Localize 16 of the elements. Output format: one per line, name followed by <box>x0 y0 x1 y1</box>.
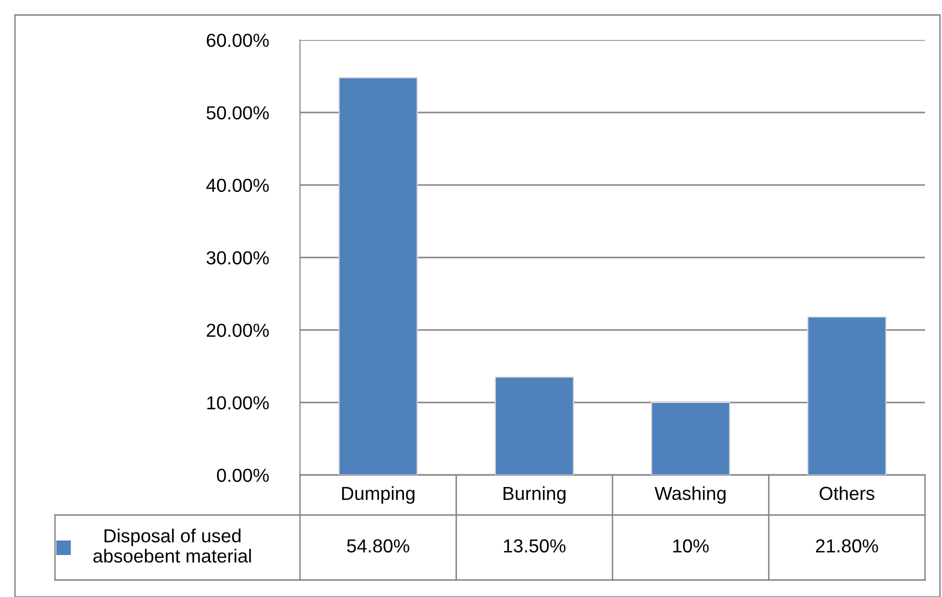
x-tick-label: Burning <box>504 486 566 504</box>
y-tick-label: 50.00% <box>206 106 269 120</box>
data-label: 13.50% <box>504 539 566 553</box>
y-tick-label: 40.00% <box>206 178 269 192</box>
y-tick-label: 30.00% <box>206 251 269 264</box>
legend-label: Disposal of used absoebent material <box>93 528 251 563</box>
data-label: 10% <box>673 539 709 553</box>
y-tick-label: 60.00% <box>206 34 269 47</box>
data-label: 21.80% <box>816 539 878 553</box>
y-tick-label: 0.00% <box>217 468 269 482</box>
y-tick-label: 10.00% <box>207 396 269 410</box>
x-tick-label: Washing <box>654 486 726 504</box>
y-tick-label: 20.00% <box>206 324 269 337</box>
x-tick-label: Others <box>820 486 874 500</box>
x-tick-label: Dumping <box>342 486 414 504</box>
data-label: 54.80% <box>347 539 410 553</box>
